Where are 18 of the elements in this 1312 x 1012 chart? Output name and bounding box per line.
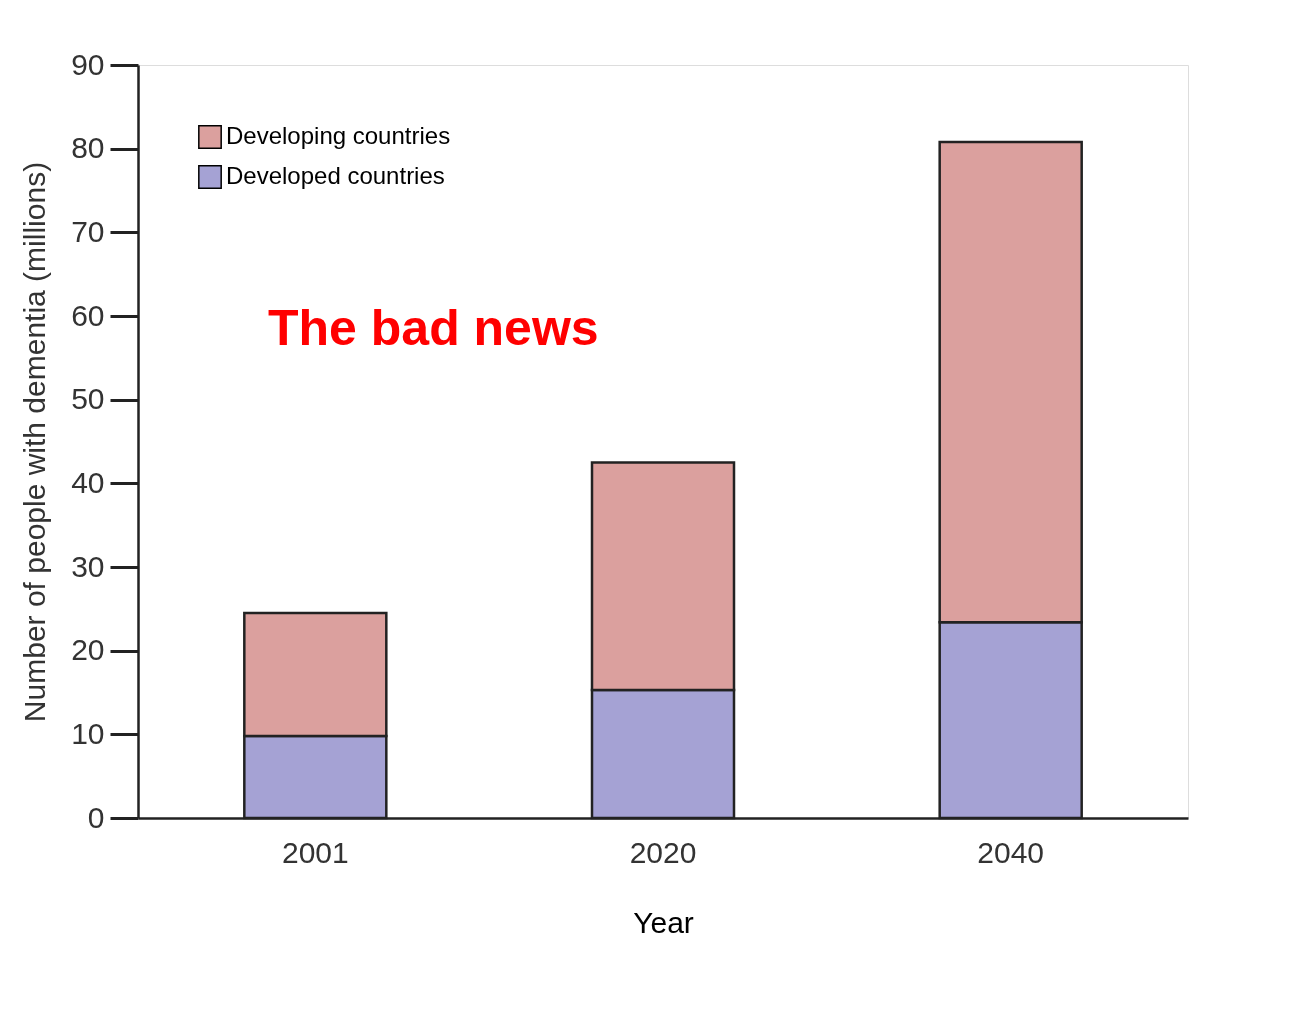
y-tick-label: 50 xyxy=(71,382,105,416)
x-tick-label: 2001 xyxy=(281,835,349,869)
y-tick-label: 70 xyxy=(71,214,105,248)
y-tick-label: 30 xyxy=(71,549,105,583)
y-tick-label: 60 xyxy=(71,298,105,332)
legend-label: Developed countries xyxy=(226,162,445,189)
y-tick-label: 20 xyxy=(71,633,105,667)
y-tick-label: 0 xyxy=(87,800,105,834)
legend-label: Developing countries xyxy=(226,122,451,149)
y-tick-label: 10 xyxy=(71,716,105,750)
y-tick-label: 40 xyxy=(71,465,105,499)
y-axis-title: Number of people with dementia (millions) xyxy=(18,161,52,723)
y-tick-label: 90 xyxy=(71,47,105,81)
annotation: The bad news xyxy=(268,300,599,356)
x-tick-label: 2040 xyxy=(977,835,1045,869)
y-tick-label: 80 xyxy=(71,131,105,165)
x-axis-title: Year xyxy=(633,905,694,939)
x-tick-label: 2020 xyxy=(629,835,697,869)
